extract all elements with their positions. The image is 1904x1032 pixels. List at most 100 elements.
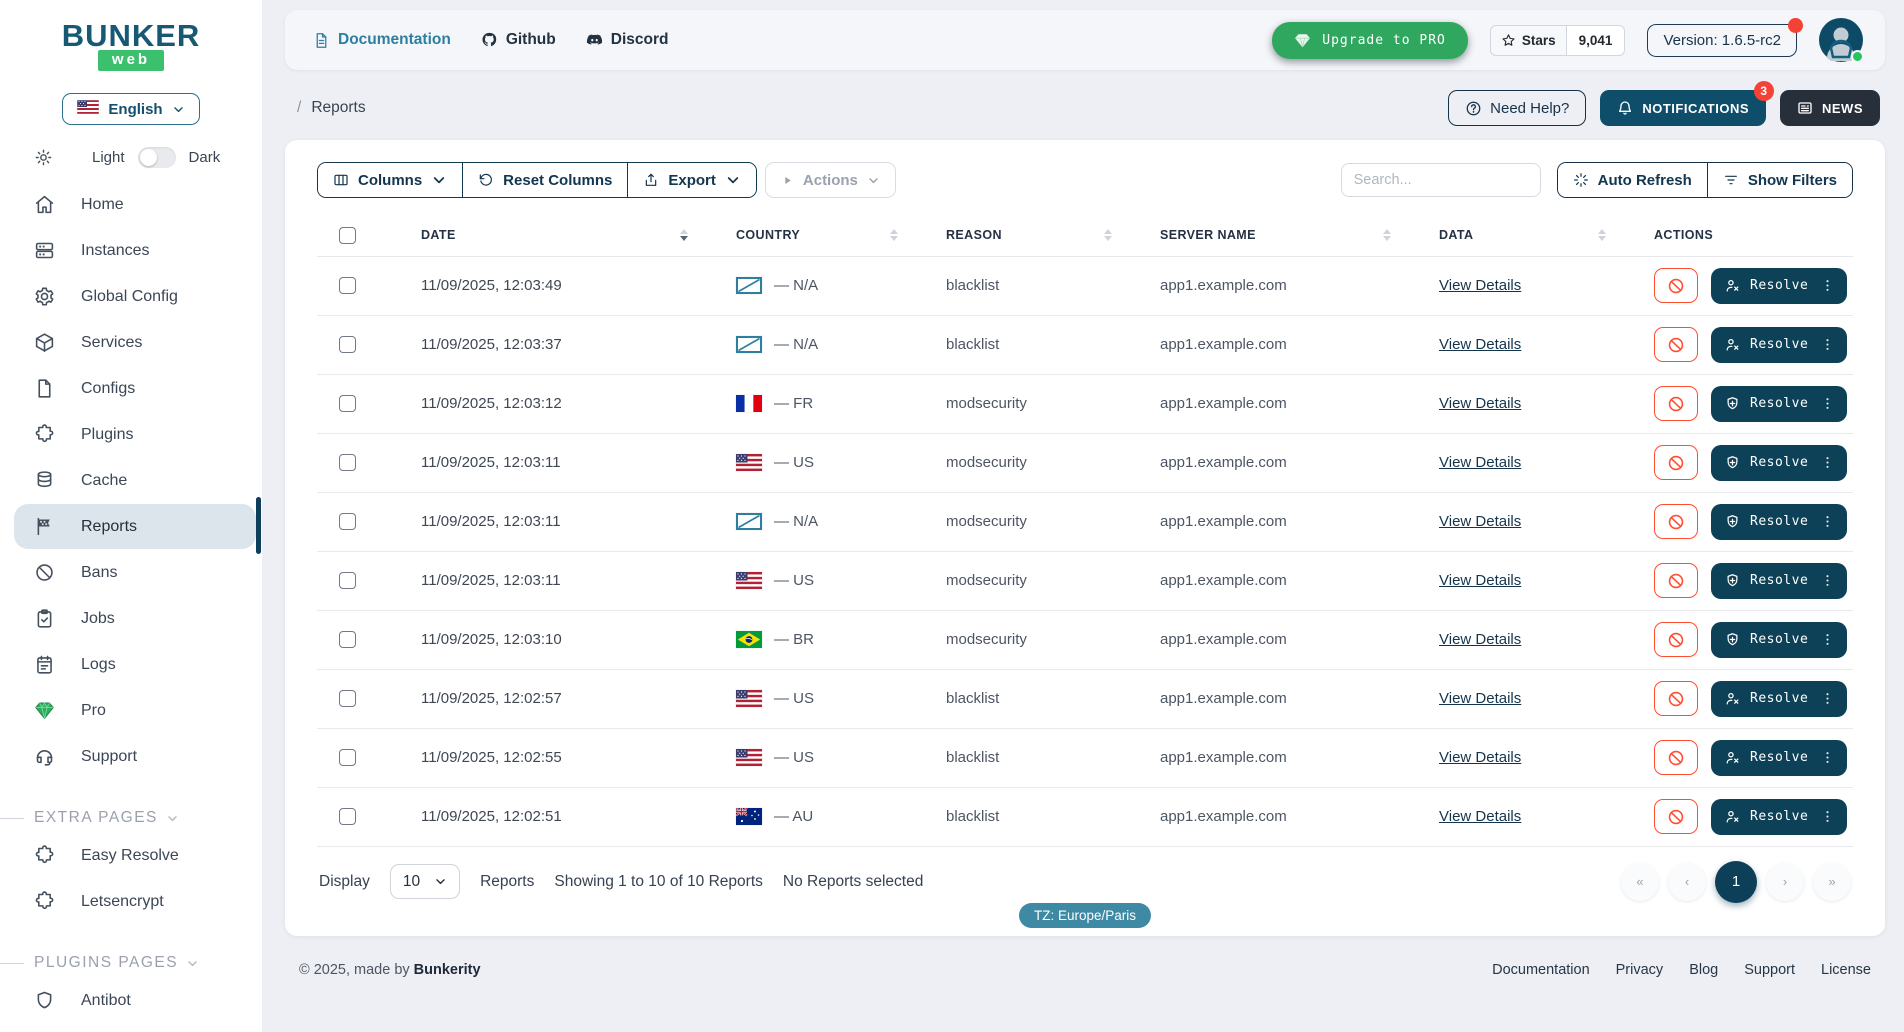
view-details-link[interactable]: View Details	[1439, 336, 1522, 354]
ban-button[interactable]	[1654, 386, 1698, 422]
brand-link[interactable]: Bunkerity	[413, 962, 481, 978]
kebab-menu-icon[interactable]	[1820, 809, 1835, 824]
sidebar-scrollbar[interactable]	[256, 497, 261, 554]
resolve-button[interactable]: Resolve	[1711, 739, 1848, 776]
footer-link-support[interactable]: Support	[1744, 962, 1796, 978]
footer-link-license[interactable]: License	[1821, 962, 1871, 978]
view-details-link[interactable]: View Details	[1439, 572, 1522, 590]
resolve-button[interactable]: Resolve	[1711, 444, 1848, 481]
theme-toggle[interactable]	[137, 147, 176, 168]
sidebar-item-antibot[interactable]: Antibot	[0, 978, 256, 1023]
sidebar-item-global-config[interactable]: Global Config	[0, 274, 256, 319]
sort-arrows-icon[interactable]	[1598, 228, 1606, 242]
show-filters-button[interactable]: Show Filters	[1707, 163, 1852, 197]
kebab-menu-icon[interactable]	[1820, 573, 1835, 588]
reset-columns-button[interactable]: Reset Columns	[463, 163, 629, 197]
view-details-link[interactable]: View Details	[1439, 454, 1522, 472]
column-header-reason[interactable]: REASON	[924, 214, 1138, 257]
column-header-date[interactable]: DATE	[399, 214, 714, 257]
footer-link-documentation[interactable]: Documentation	[1492, 962, 1590, 978]
kebab-menu-icon[interactable]	[1820, 750, 1835, 765]
resolve-button[interactable]: Resolve	[1711, 621, 1848, 658]
resolve-button[interactable]: Resolve	[1711, 267, 1848, 304]
sidebar-item-jobs[interactable]: Jobs	[0, 596, 256, 641]
resolve-button[interactable]: Resolve	[1711, 326, 1848, 363]
sort-arrows-icon[interactable]	[1104, 228, 1112, 242]
page-size-select[interactable]: 10	[389, 864, 461, 900]
actions-button[interactable]: Actions	[764, 162, 896, 198]
ban-button[interactable]	[1654, 681, 1698, 717]
ban-button[interactable]	[1654, 622, 1698, 658]
upgrade-to-pro-button[interactable]: Upgrade to PRO	[1272, 21, 1468, 59]
kebab-menu-icon[interactable]	[1820, 691, 1835, 706]
kebab-menu-icon[interactable]	[1820, 337, 1835, 352]
row-checkbox[interactable]	[339, 690, 356, 708]
row-checkbox[interactable]	[339, 454, 356, 472]
section-heading-extra-pages[interactable]: EXTRA PAGES	[0, 809, 262, 827]
resolve-button[interactable]: Resolve	[1711, 385, 1848, 422]
sidebar-item-home[interactable]: Home	[0, 182, 256, 227]
resolve-button[interactable]: Resolve	[1711, 680, 1848, 717]
sidebar-item-bans[interactable]: Bans	[0, 550, 256, 595]
section-heading-plugins-pages[interactable]: PLUGINS PAGES	[0, 954, 262, 972]
auto-refresh-button[interactable]: Auto Refresh	[1557, 163, 1708, 197]
ban-button[interactable]	[1654, 563, 1698, 599]
notifications-button[interactable]: NOTIFICATIONS 3	[1600, 81, 1774, 126]
documentation-link[interactable]: Documentation	[313, 31, 451, 49]
resolve-button[interactable]: Resolve	[1711, 503, 1848, 540]
kebab-menu-icon[interactable]	[1820, 632, 1835, 647]
sidebar-item-pro[interactable]: Pro	[0, 688, 256, 733]
row-checkbox[interactable]	[339, 808, 356, 826]
first-page-button[interactable]: «	[1621, 862, 1659, 901]
row-checkbox[interactable]	[339, 336, 356, 354]
footer-link-privacy[interactable]: Privacy	[1615, 962, 1664, 978]
ban-button[interactable]	[1654, 327, 1698, 363]
sidebar-item-easy-resolve[interactable]: Easy Resolve	[0, 833, 256, 878]
sidebar-item-reports[interactable]: Reports	[14, 504, 256, 549]
sort-arrows-icon[interactable]	[680, 228, 688, 242]
resolve-button[interactable]: Resolve	[1711, 798, 1848, 835]
view-details-link[interactable]: View Details	[1439, 631, 1522, 649]
row-checkbox[interactable]	[339, 513, 356, 531]
sort-arrows-icon[interactable]	[1383, 228, 1391, 242]
row-checkbox[interactable]	[339, 749, 356, 767]
prev-page-button[interactable]: ‹	[1668, 862, 1706, 901]
sidebar-item-cache[interactable]: Cache	[0, 458, 256, 503]
version-badge[interactable]: Version: 1.6.5-rc2	[1647, 17, 1803, 57]
kebab-menu-icon[interactable]	[1820, 514, 1835, 529]
row-checkbox[interactable]	[339, 572, 356, 590]
ban-button[interactable]	[1654, 799, 1698, 835]
row-checkbox[interactable]	[339, 395, 356, 413]
ban-button[interactable]	[1654, 504, 1698, 540]
news-button[interactable]: NEWS	[1780, 90, 1880, 126]
view-details-link[interactable]: View Details	[1439, 277, 1522, 295]
kebab-menu-icon[interactable]	[1820, 396, 1835, 411]
row-checkbox[interactable]	[339, 631, 356, 649]
resolve-button[interactable]: Resolve	[1711, 562, 1848, 599]
discord-link[interactable]: Discord	[586, 31, 668, 49]
github-stars-widget[interactable]: Stars 9,041	[1489, 24, 1626, 56]
export-button[interactable]: Export	[628, 163, 756, 197]
sidebar-item-logs[interactable]: Logs	[0, 642, 256, 687]
column-header-country[interactable]: COUNTRY	[714, 214, 924, 257]
view-details-link[interactable]: View Details	[1439, 749, 1522, 767]
view-details-link[interactable]: View Details	[1439, 513, 1522, 531]
view-details-link[interactable]: View Details	[1439, 395, 1522, 413]
kebab-menu-icon[interactable]	[1820, 278, 1835, 293]
sidebar-item-letsencrypt[interactable]: Letsencrypt	[0, 879, 256, 924]
page-1-button[interactable]: 1	[1715, 860, 1757, 903]
next-page-button[interactable]: ›	[1766, 862, 1804, 901]
sidebar-item-configs[interactable]: Configs	[0, 366, 256, 411]
sort-arrows-icon[interactable]	[890, 228, 898, 242]
column-header-server-name[interactable]: SERVER NAME	[1138, 214, 1417, 257]
sidebar-item-instances[interactable]: Instances	[0, 228, 256, 273]
ban-button[interactable]	[1654, 740, 1698, 776]
column-header-data[interactable]: DATA	[1417, 214, 1632, 257]
view-details-link[interactable]: View Details	[1439, 808, 1522, 826]
columns-button[interactable]: Columns	[318, 163, 464, 197]
select-all-checkbox[interactable]	[339, 226, 356, 244]
row-checkbox[interactable]	[339, 277, 356, 295]
kebab-menu-icon[interactable]	[1820, 455, 1835, 470]
footer-link-blog[interactable]: Blog	[1689, 962, 1719, 978]
search-input[interactable]	[1340, 163, 1541, 197]
